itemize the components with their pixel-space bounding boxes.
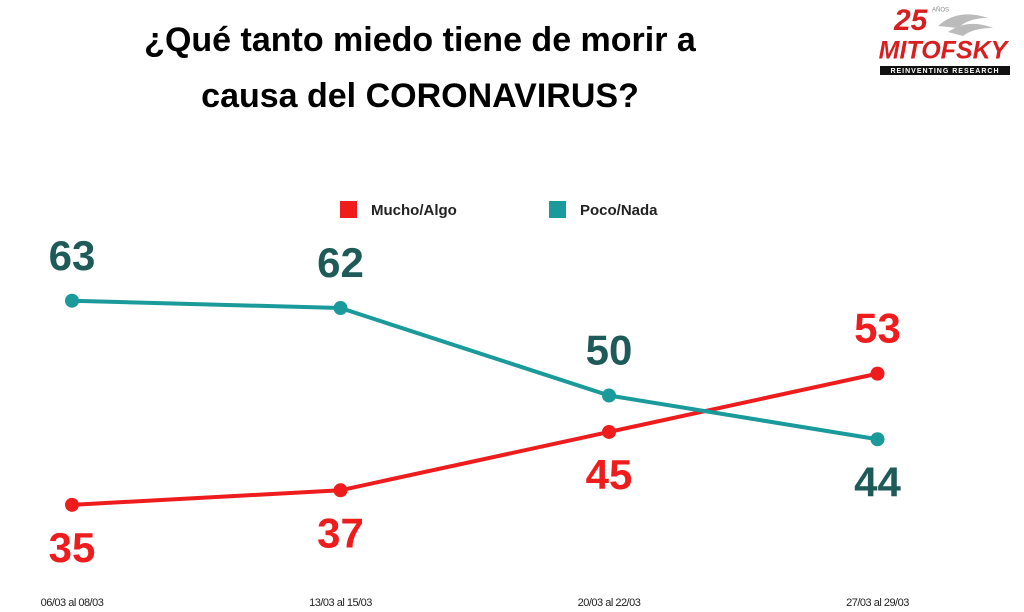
- x-tick-label: 27/03 al 29/03: [846, 597, 909, 609]
- logo-number: 25: [893, 4, 929, 37]
- data-label: 45: [586, 451, 633, 498]
- logo-band: [880, 66, 1010, 75]
- x-tick-label: 06/03 al 08/03: [41, 597, 104, 609]
- data-label: 63: [49, 232, 96, 279]
- series-line: [71, 298, 878, 442]
- data-label: 50: [586, 327, 633, 374]
- legend-swatch: [549, 201, 566, 218]
- logo-name: MITOFSKY: [879, 37, 1010, 65]
- logo: 25 AÑOS MITOFSKY REINVENTING RESEARCH: [879, 4, 1010, 75]
- data-label: 44: [854, 458, 901, 505]
- point: [602, 388, 616, 403]
- legend-label: Mucho/Algo: [371, 202, 457, 219]
- data-label: 37: [317, 509, 364, 556]
- x-tick-label: 13/03 al 15/03: [309, 597, 372, 609]
- point: [870, 366, 885, 381]
- point: [65, 293, 79, 308]
- point: [602, 424, 616, 439]
- legend-label: Poco/Nada: [580, 202, 658, 219]
- chart-title: ¿Qué tanto miedo tiene de morir a causa …: [144, 21, 696, 115]
- logo-swoosh: [938, 14, 993, 36]
- series-line: [71, 371, 878, 507]
- point: [65, 497, 79, 512]
- data-label: 53: [854, 305, 901, 352]
- point: [333, 301, 348, 316]
- x-tick-label: 20/03 al 22/03: [578, 597, 641, 609]
- logo-years: AÑOS: [932, 7, 949, 14]
- data-label: 62: [317, 239, 364, 286]
- point: [870, 432, 885, 447]
- logo-tagline: REINVENTING RESEARCH: [890, 68, 999, 75]
- point: [333, 483, 348, 498]
- data-label: 35: [49, 524, 96, 571]
- legend-swatch: [340, 201, 357, 218]
